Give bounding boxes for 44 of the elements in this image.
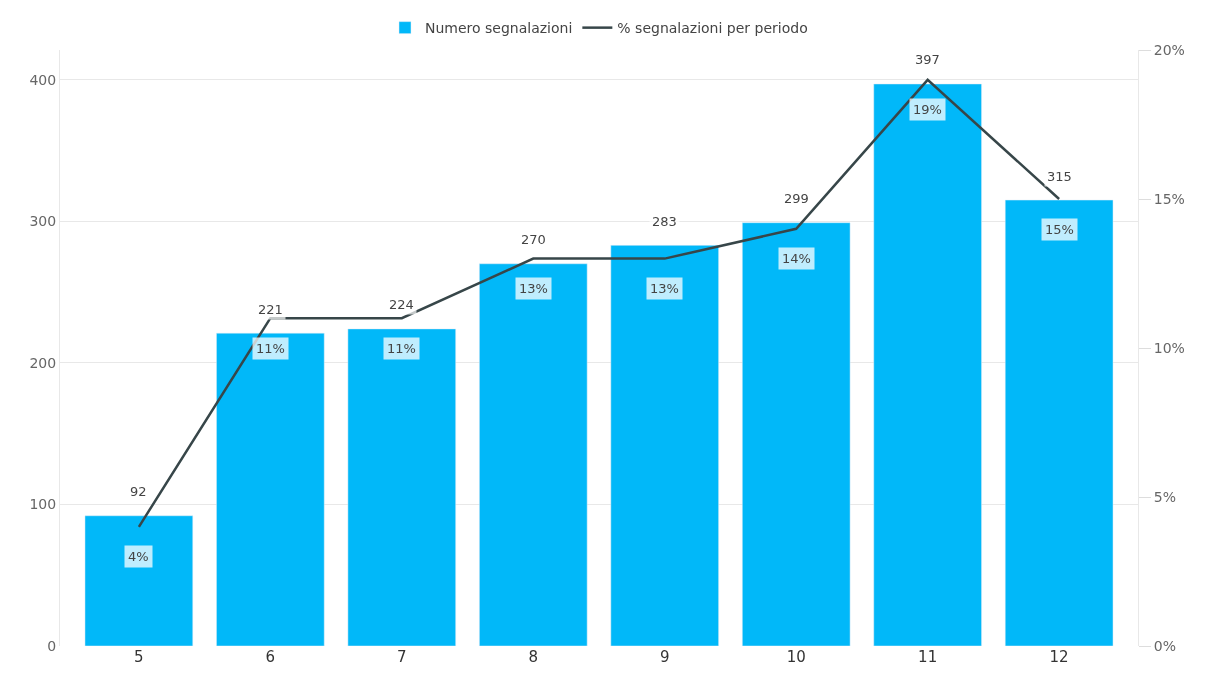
bar [1004,199,1114,646]
data-label: 19% [913,102,942,117]
data-label: 11% [256,341,285,356]
data-label: 221 [258,302,283,317]
y2-tick-label: 5% [1153,488,1177,505]
bar [479,263,588,646]
bar [347,328,456,646]
bar [84,515,194,646]
data-label: 11% [387,341,416,356]
legend-label: % segnalazioni per periodo [617,20,808,37]
x-tick-label: 11 [918,648,938,666]
data-label: 397 [915,52,940,67]
data-label: 315 [1047,169,1072,184]
x-tick-label: 9 [659,648,670,666]
data-label: 14% [782,251,811,266]
x-tick-label: 10 [786,648,806,666]
y2-tick-label: 10% [1153,339,1185,356]
data-label: 299 [784,191,809,206]
x-tick-label: 7 [397,648,407,666]
y2-tick-label: 20% [1153,41,1185,58]
x-tick-label: 5 [134,648,144,666]
data-label: 224 [389,297,414,312]
data-label: 13% [650,281,679,296]
data-label: 283 [652,214,677,229]
bar [873,83,982,646]
y-tick-label: 300 [29,213,57,230]
data-label: 270 [521,232,546,247]
x-tick-label: 8 [528,648,539,666]
y2-tick-label: 0% [1153,637,1177,654]
legend-label: Numero segnalazioni [425,20,573,37]
y-tick-label: 400 [29,71,57,88]
data-label: 15% [1045,222,1074,237]
data-label: 4% [128,549,149,564]
y-tick-label: 0 [47,637,57,654]
data-label: 13% [519,281,548,296]
x-tick-label: 6 [265,648,276,666]
x-tick-label: 12 [1049,648,1069,666]
y-tick-label: 100 [29,496,57,513]
bar [610,245,719,646]
y-tick-label: 200 [29,354,57,371]
bar [216,332,325,646]
data-label: 92 [130,484,147,499]
bar [742,222,851,646]
y2-tick-label: 15% [1153,190,1185,207]
